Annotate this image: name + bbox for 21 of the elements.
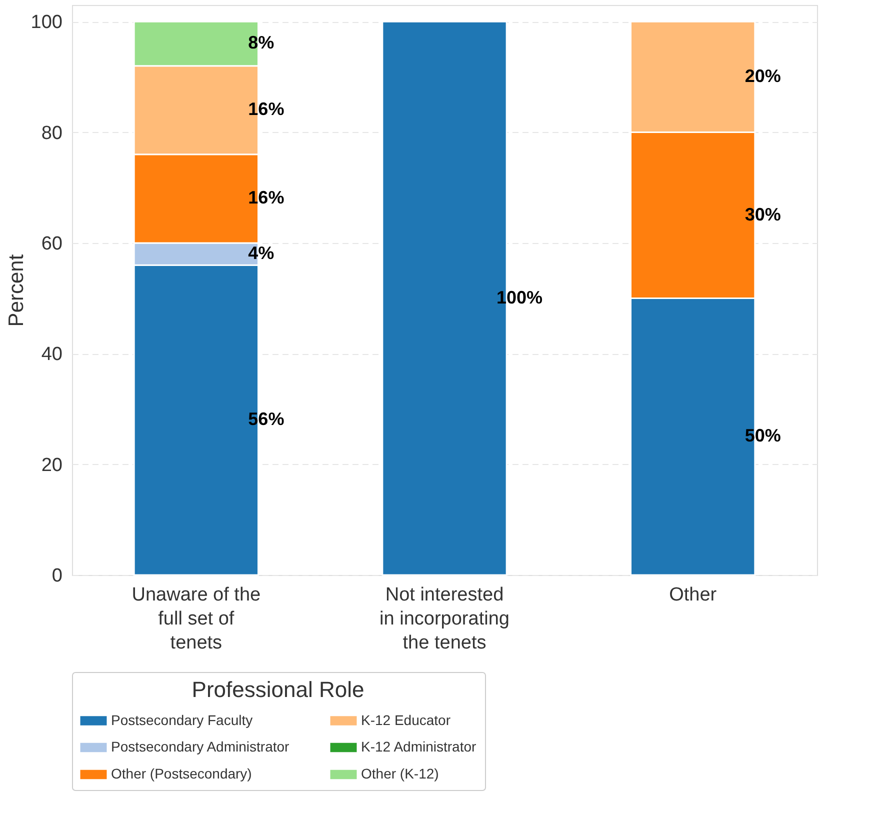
x-tick-label: Unaware of the full set of tenets [132,584,261,654]
legend-label: Other (K-12) [361,766,439,782]
data-label: 20% [744,66,781,86]
x-tick-label: Other [669,584,718,606]
y-tick-label: 20 [41,454,62,476]
y-tick-label: 0 [52,566,62,586]
legend-label: Postsecondary Faculty [111,712,253,728]
legend-title: Professional Role [192,677,364,702]
data-label: 4% [248,243,274,264]
y-axis-title: Percent [4,254,28,327]
legend-label: Other (Postsecondary) [111,766,252,782]
y-tick-label: 100 [30,12,62,34]
y-tick-label: 60 [41,233,62,254]
y-tick-label: 80 [41,122,62,144]
data-label: 8% [248,32,274,53]
y-tick-label: 40 [41,344,62,366]
legend-label: K-12 Administrator [361,738,476,754]
data-label: 16% [248,99,284,120]
legend-label: Postsecondary Administrator [111,738,290,754]
x-tick-label: Not interested in incorporating the tenets [380,584,510,654]
legend-label: K-12 Educator [361,712,451,728]
